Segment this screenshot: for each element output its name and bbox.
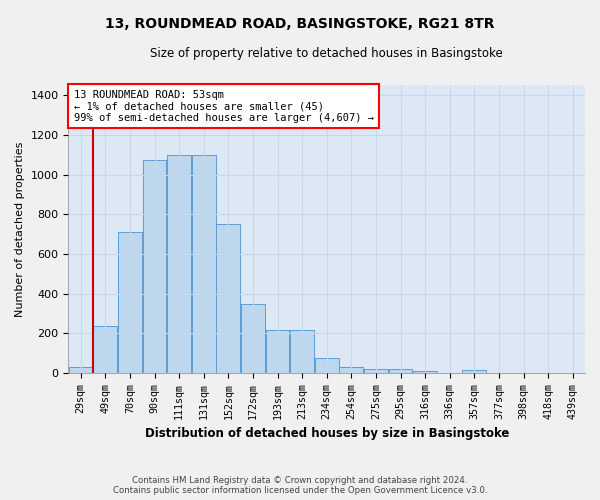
Bar <box>94 326 117 373</box>
Bar <box>192 154 215 373</box>
Bar <box>463 370 486 373</box>
X-axis label: Distribution of detached houses by size in Basingstoke: Distribution of detached houses by size … <box>145 427 509 440</box>
Text: Contains HM Land Registry data © Crown copyright and database right 2024.
Contai: Contains HM Land Registry data © Crown c… <box>113 476 487 495</box>
Bar <box>118 232 142 373</box>
Y-axis label: Number of detached properties: Number of detached properties <box>15 142 25 317</box>
Title: Size of property relative to detached houses in Basingstoke: Size of property relative to detached ho… <box>151 48 503 60</box>
Bar <box>389 369 412 373</box>
Bar <box>413 371 437 373</box>
Bar <box>340 367 363 373</box>
Bar <box>69 367 92 373</box>
Bar <box>364 369 388 373</box>
Text: 13, ROUNDMEAD ROAD, BASINGSTOKE, RG21 8TR: 13, ROUNDMEAD ROAD, BASINGSTOKE, RG21 8T… <box>105 18 495 32</box>
Bar <box>315 358 338 373</box>
Bar <box>290 330 314 373</box>
Bar <box>217 224 240 373</box>
Text: 13 ROUNDMEAD ROAD: 53sqm
← 1% of detached houses are smaller (45)
99% of semi-de: 13 ROUNDMEAD ROAD: 53sqm ← 1% of detache… <box>74 90 374 123</box>
Bar <box>266 330 289 373</box>
Bar <box>167 154 191 373</box>
Bar <box>143 160 166 373</box>
Bar <box>241 304 265 373</box>
